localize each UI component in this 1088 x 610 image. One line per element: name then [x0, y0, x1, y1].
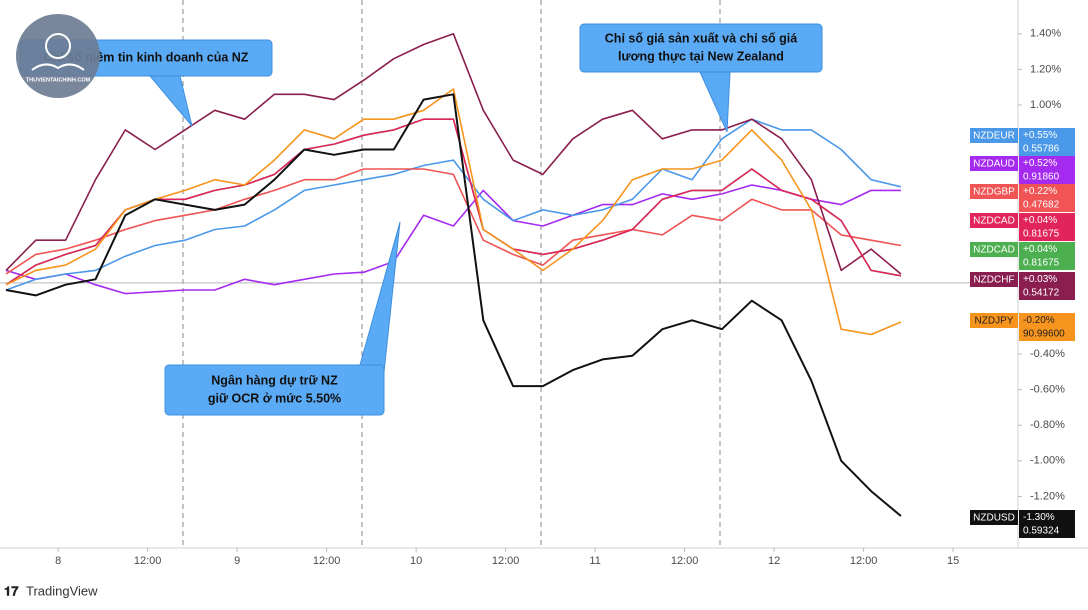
plot-area: [0, 0, 1018, 548]
badge-name-box: [970, 184, 1018, 199]
badge-name-box: [970, 510, 1018, 525]
y-tick-label: -0.80%: [1030, 419, 1065, 431]
callout-text: giữ OCR ở mức 5.50%: [208, 391, 341, 405]
footer-text: TradingView: [26, 583, 98, 598]
watermark-circle: [16, 14, 100, 98]
x-tick-label: 11: [589, 555, 600, 567]
x-tick-label: 12:00: [313, 555, 341, 567]
y-tick-label: 1.20%: [1030, 63, 1061, 75]
badge-value-box: [1019, 510, 1075, 538]
watermark-text: THUVIENTAICHINH.COM: [26, 77, 91, 83]
callout-text: lương thực tại New Zealand: [618, 49, 784, 63]
x-tick-label: 12: [768, 555, 780, 567]
badge-change: +0.55%: [1023, 130, 1057, 141]
x-tick-label: 12:00: [850, 555, 878, 567]
badge-name-box: [970, 128, 1018, 143]
badge-change: +0.52%: [1023, 158, 1057, 169]
callout-box: [164, 364, 385, 416]
badge-change: +0.22%: [1023, 186, 1057, 197]
badge-price: 0.54172: [1023, 288, 1060, 299]
badge-name-box: [970, 313, 1018, 328]
y-tick-label: -0.60%: [1030, 384, 1065, 396]
badge-change: +0.03%: [1023, 274, 1057, 285]
badge-name: NZDAUD: [973, 159, 1015, 170]
x-tick-label: 12:00: [134, 555, 162, 567]
watermark-coin: [45, 33, 71, 59]
badge-price: 0.91860: [1023, 172, 1060, 183]
footer-logo: 𝟏𝟕: [4, 583, 19, 598]
badge-price: 90.99600: [1023, 329, 1065, 340]
series-line: [5, 184, 901, 295]
series-line: [5, 93, 902, 517]
badge-name-box: [970, 242, 1018, 257]
badge-value-box: [1019, 156, 1075, 184]
y-tick-label: 1.00%: [1030, 99, 1061, 111]
y-tick-label: -0.40%: [1030, 348, 1065, 360]
badge-name: NZDCAD: [973, 216, 1015, 227]
x-tick-label: 9: [234, 555, 240, 567]
callout-box: [579, 23, 823, 73]
badge-value-box: [1019, 213, 1075, 241]
y-tick-label: -1.00%: [1030, 455, 1065, 467]
x-tick-label: 10: [410, 555, 422, 567]
badge-value-box: [1019, 272, 1075, 300]
badge-value-box: [1019, 242, 1075, 270]
badge-change: -0.20%: [1023, 315, 1055, 326]
callout-text: Chỉ số giá sản xuất và chỉ số giá: [605, 31, 797, 45]
badge-price: 0.55786: [1023, 144, 1060, 155]
badge-price: 0.47682: [1023, 200, 1060, 211]
badge-change: +0.04%: [1023, 215, 1057, 226]
series-line: [5, 33, 902, 275]
badge-name: NZDJPY: [975, 316, 1014, 327]
x-tick-label: 12:00: [671, 555, 699, 567]
footer: 𝟏𝟕 TradingView: [4, 583, 98, 598]
chart-layer: 1.40% 1.20% 1.00% -0.40% -0.60% -0.80% -1.00% -…: [0, 14, 1075, 567]
x-tick-label: 12:00: [492, 555, 520, 567]
badge-change: -1.30%: [1023, 512, 1055, 523]
watermark-book: [31, 63, 85, 71]
badge-value-box: [1019, 128, 1075, 156]
badge-change: +0.04%: [1023, 244, 1057, 255]
badge-price: 0.81675: [1023, 229, 1060, 240]
badge-name-box: [970, 213, 1018, 228]
badge-name: NZDCHF: [973, 275, 1014, 286]
series-line: [5, 168, 902, 275]
badge-value-box: [1019, 184, 1075, 212]
x-tick-label: 15: [947, 555, 959, 567]
y-tick-label: 1.40%: [1030, 28, 1061, 40]
callout-text: Ngân hàng dự trữ NZ: [211, 373, 338, 387]
badge-value-box: [1019, 313, 1075, 341]
x-tick-label: 8: [55, 555, 61, 567]
badge-name: NZDEUR: [973, 131, 1015, 142]
badge-price: 0.81675: [1023, 258, 1060, 269]
badge-name-box: [970, 156, 1018, 171]
badge-name: NZDUSD: [973, 513, 1015, 524]
badge-name: NZDGBP: [973, 187, 1015, 198]
badge-price: 0.59324: [1023, 526, 1060, 537]
badge-name-box: [970, 272, 1018, 287]
y-tick-label: -1.20%: [1030, 490, 1065, 502]
badge-name: NZDCAD: [973, 245, 1015, 256]
